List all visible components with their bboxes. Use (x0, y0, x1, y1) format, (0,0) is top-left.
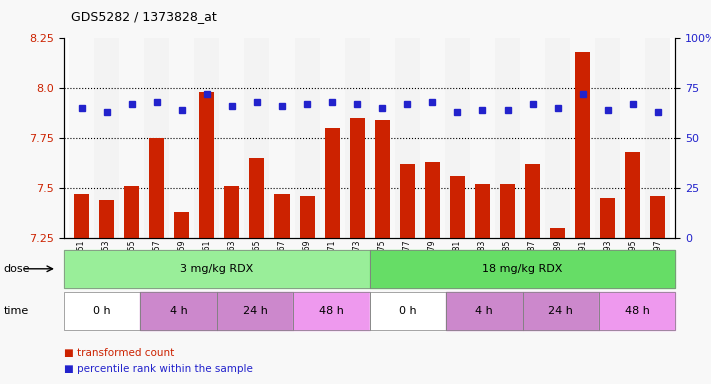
Bar (626, 152, 641, 238)
Text: 0 h: 0 h (399, 306, 417, 316)
Bar (124, 186, 139, 238)
Bar (525, 164, 540, 238)
Bar (550, 228, 565, 238)
Text: ■ transformed count: ■ transformed count (64, 348, 174, 358)
Text: ■ percentile rank within the sample: ■ percentile rank within the sample (64, 364, 253, 374)
Bar (470, 38, 495, 238)
Text: 24 h: 24 h (548, 306, 573, 316)
Text: GDS5282 / 1373828_at: GDS5282 / 1373828_at (71, 10, 217, 23)
Bar (345, 38, 370, 238)
Bar (245, 38, 269, 238)
Bar (149, 138, 164, 238)
Bar (274, 194, 289, 238)
Bar (169, 38, 194, 238)
Text: 18 mg/kg RDX: 18 mg/kg RDX (482, 264, 563, 274)
Bar (269, 38, 294, 238)
Bar (74, 194, 89, 238)
Bar (119, 38, 144, 238)
Bar (250, 158, 264, 238)
Text: dose: dose (4, 264, 30, 274)
Bar (425, 162, 440, 238)
Bar (575, 52, 590, 238)
Bar (445, 38, 470, 238)
Bar (600, 198, 615, 238)
Bar (144, 38, 169, 238)
Text: 48 h: 48 h (625, 306, 650, 316)
Bar (400, 164, 415, 238)
Bar (94, 38, 119, 238)
Bar (294, 38, 320, 238)
Bar (199, 92, 214, 238)
Bar (475, 184, 490, 238)
Text: 4 h: 4 h (170, 306, 188, 316)
Bar (450, 176, 465, 238)
Bar (69, 38, 94, 238)
Bar (325, 128, 340, 238)
Bar (370, 38, 395, 238)
Bar (500, 184, 515, 238)
Bar (320, 38, 345, 238)
Bar (646, 38, 670, 238)
Text: 4 h: 4 h (476, 306, 493, 316)
Bar (194, 38, 220, 238)
Bar (520, 38, 545, 238)
Text: 0 h: 0 h (93, 306, 111, 316)
Bar (495, 38, 520, 238)
Bar (350, 118, 365, 238)
Bar (570, 38, 595, 238)
Bar (595, 38, 620, 238)
Text: 48 h: 48 h (319, 306, 344, 316)
Bar (419, 38, 445, 238)
Bar (620, 38, 646, 238)
Text: 24 h: 24 h (242, 306, 267, 316)
Text: 3 mg/kg RDX: 3 mg/kg RDX (180, 264, 254, 274)
Bar (651, 196, 665, 238)
Bar (395, 38, 419, 238)
Bar (220, 38, 245, 238)
Bar (225, 186, 240, 238)
Bar (545, 38, 570, 238)
Bar (99, 200, 114, 238)
Text: time: time (4, 306, 29, 316)
Bar (299, 196, 314, 238)
Bar (375, 120, 390, 238)
Bar (174, 212, 189, 238)
